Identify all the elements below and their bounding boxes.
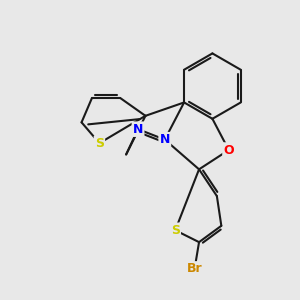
Text: S: S [95,137,104,150]
Text: N: N [133,123,143,136]
Text: O: O [224,143,234,157]
Text: Br: Br [187,262,203,275]
Text: S: S [171,224,180,237]
Text: N: N [160,133,170,146]
